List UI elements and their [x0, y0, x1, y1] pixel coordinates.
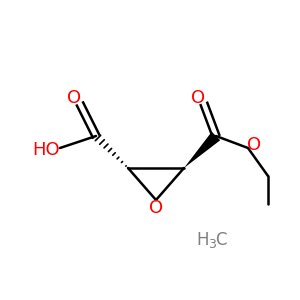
Text: O: O — [191, 89, 205, 107]
Text: HO: HO — [32, 141, 60, 159]
Text: 3: 3 — [208, 238, 216, 250]
Text: O: O — [247, 136, 261, 154]
Text: C: C — [215, 231, 226, 249]
Text: O: O — [67, 89, 81, 107]
Text: O: O — [149, 199, 163, 217]
Polygon shape — [184, 132, 220, 168]
Text: H: H — [196, 231, 208, 249]
